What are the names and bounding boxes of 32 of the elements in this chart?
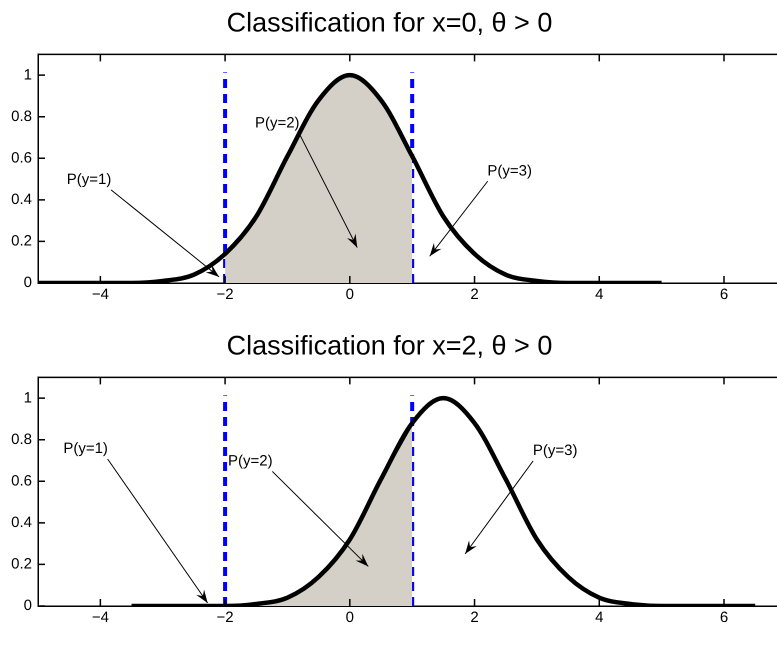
y-tick-label: 0.8: [11, 430, 32, 448]
annotation: P(y=1): [66, 170, 112, 188]
chart-title: Classification for x=0, θ > 0: [226, 8, 552, 38]
x-tick-label: −4: [92, 286, 109, 304]
x-tick-label: 4: [595, 286, 604, 304]
x-tick-label: −2: [216, 286, 234, 304]
chart-title: Classification for x=2, θ > 0: [226, 330, 552, 361]
annotation: P(y=2): [254, 114, 300, 132]
y-tick-label: 0: [24, 274, 32, 292]
y-tick-label: 0.2: [11, 556, 32, 573]
x-tick-label: 0: [346, 286, 354, 304]
x-tick-label: −2: [216, 609, 234, 626]
y-tick-label: 0.8: [11, 108, 32, 125]
y-tick-label: 0.6: [11, 472, 32, 490]
x-tick-label: 4: [595, 609, 604, 626]
annotation: P(y=3): [532, 442, 578, 460]
x-tick-label: −4: [92, 609, 109, 626]
x-tick-label: 6: [720, 609, 728, 626]
y-tick-label: 0.2: [11, 232, 32, 250]
y-tick-label: 0.4: [11, 191, 32, 208]
y-tick-label: 0.4: [11, 514, 32, 532]
y-tick-label: 0.6: [11, 149, 32, 166]
x-tick-label: 2: [470, 609, 479, 626]
x-tick-label: 6: [720, 286, 728, 304]
annotation: P(y=3): [487, 162, 532, 180]
annotation: P(y=1): [63, 440, 108, 458]
y-tick-label: 1: [24, 389, 32, 406]
x-tick-label: 0: [346, 609, 354, 626]
y-tick-label: 0: [24, 597, 32, 614]
x-tick-label: 2: [470, 286, 479, 304]
y-tick-label: 1: [24, 66, 32, 84]
annotation: P(y=2): [228, 452, 273, 470]
